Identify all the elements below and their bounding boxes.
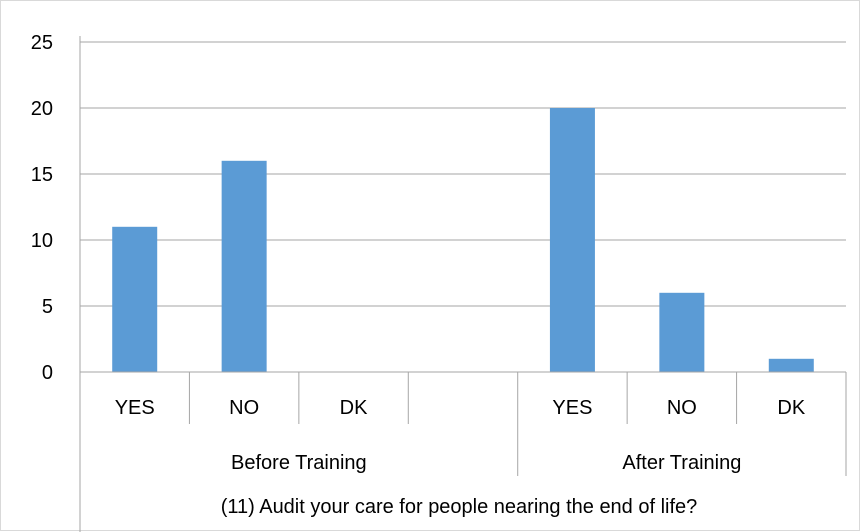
x-tick-label: YES [552,397,592,419]
y-tick-label: 10 [31,230,53,252]
x-tick-label: DK [340,397,368,419]
y-tick-label: 5 [42,296,53,318]
bar [659,292,705,372]
bar [768,358,814,372]
x-tick-label: NO [229,397,259,419]
gridlines [80,41,846,307]
bar [549,108,595,372]
bar [221,160,267,372]
group-label: Before Training [231,452,367,474]
bar [112,226,158,372]
y-tick-label: 20 [31,98,53,120]
y-tick-label: 0 [42,362,53,384]
axes [79,36,847,532]
labels: 0 5 10 15 20 25 YES NO DK YES NO DK Before Training A… [31,32,806,474]
bars [112,108,814,372]
x-tick-label: DK [777,397,805,419]
group-label: After Training [622,452,741,474]
y-tick-label: 15 [31,164,53,186]
y-tick-label: 25 [31,32,53,54]
x-tick-label: YES [115,397,155,419]
x-axis-title: (11) Audit your care for people nearing … [221,496,698,518]
x-tick-label: NO [667,397,697,419]
